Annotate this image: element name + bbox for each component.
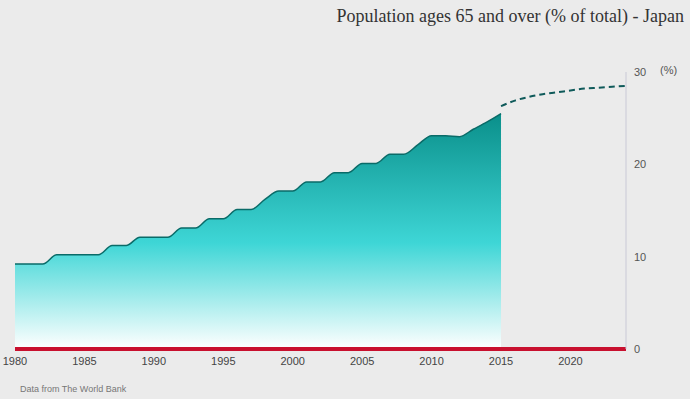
svg-text:30: 30 xyxy=(634,66,646,78)
svg-text:20: 20 xyxy=(634,158,646,170)
svg-text:2015: 2015 xyxy=(489,355,513,367)
svg-text:2020: 2020 xyxy=(558,355,582,367)
svg-text:0: 0 xyxy=(634,343,640,355)
html-text:Population ages 65 and over (%: Population ages 65 and over (% of total)… xyxy=(336,6,684,26)
svg-text:1980: 1980 xyxy=(8,355,27,367)
svg-text:1995: 1995 xyxy=(211,355,235,367)
svg-text:1990: 1990 xyxy=(142,355,166,367)
svg-text:2010: 2010 xyxy=(419,355,443,367)
svg-text:2000: 2000 xyxy=(280,355,304,367)
svg-text:1985: 1985 xyxy=(72,355,96,367)
svg-text:10: 10 xyxy=(634,251,646,263)
html-text:Data from The World Bank: Data from The World Bank xyxy=(20,384,127,394)
svg-text:2005: 2005 xyxy=(350,355,374,367)
